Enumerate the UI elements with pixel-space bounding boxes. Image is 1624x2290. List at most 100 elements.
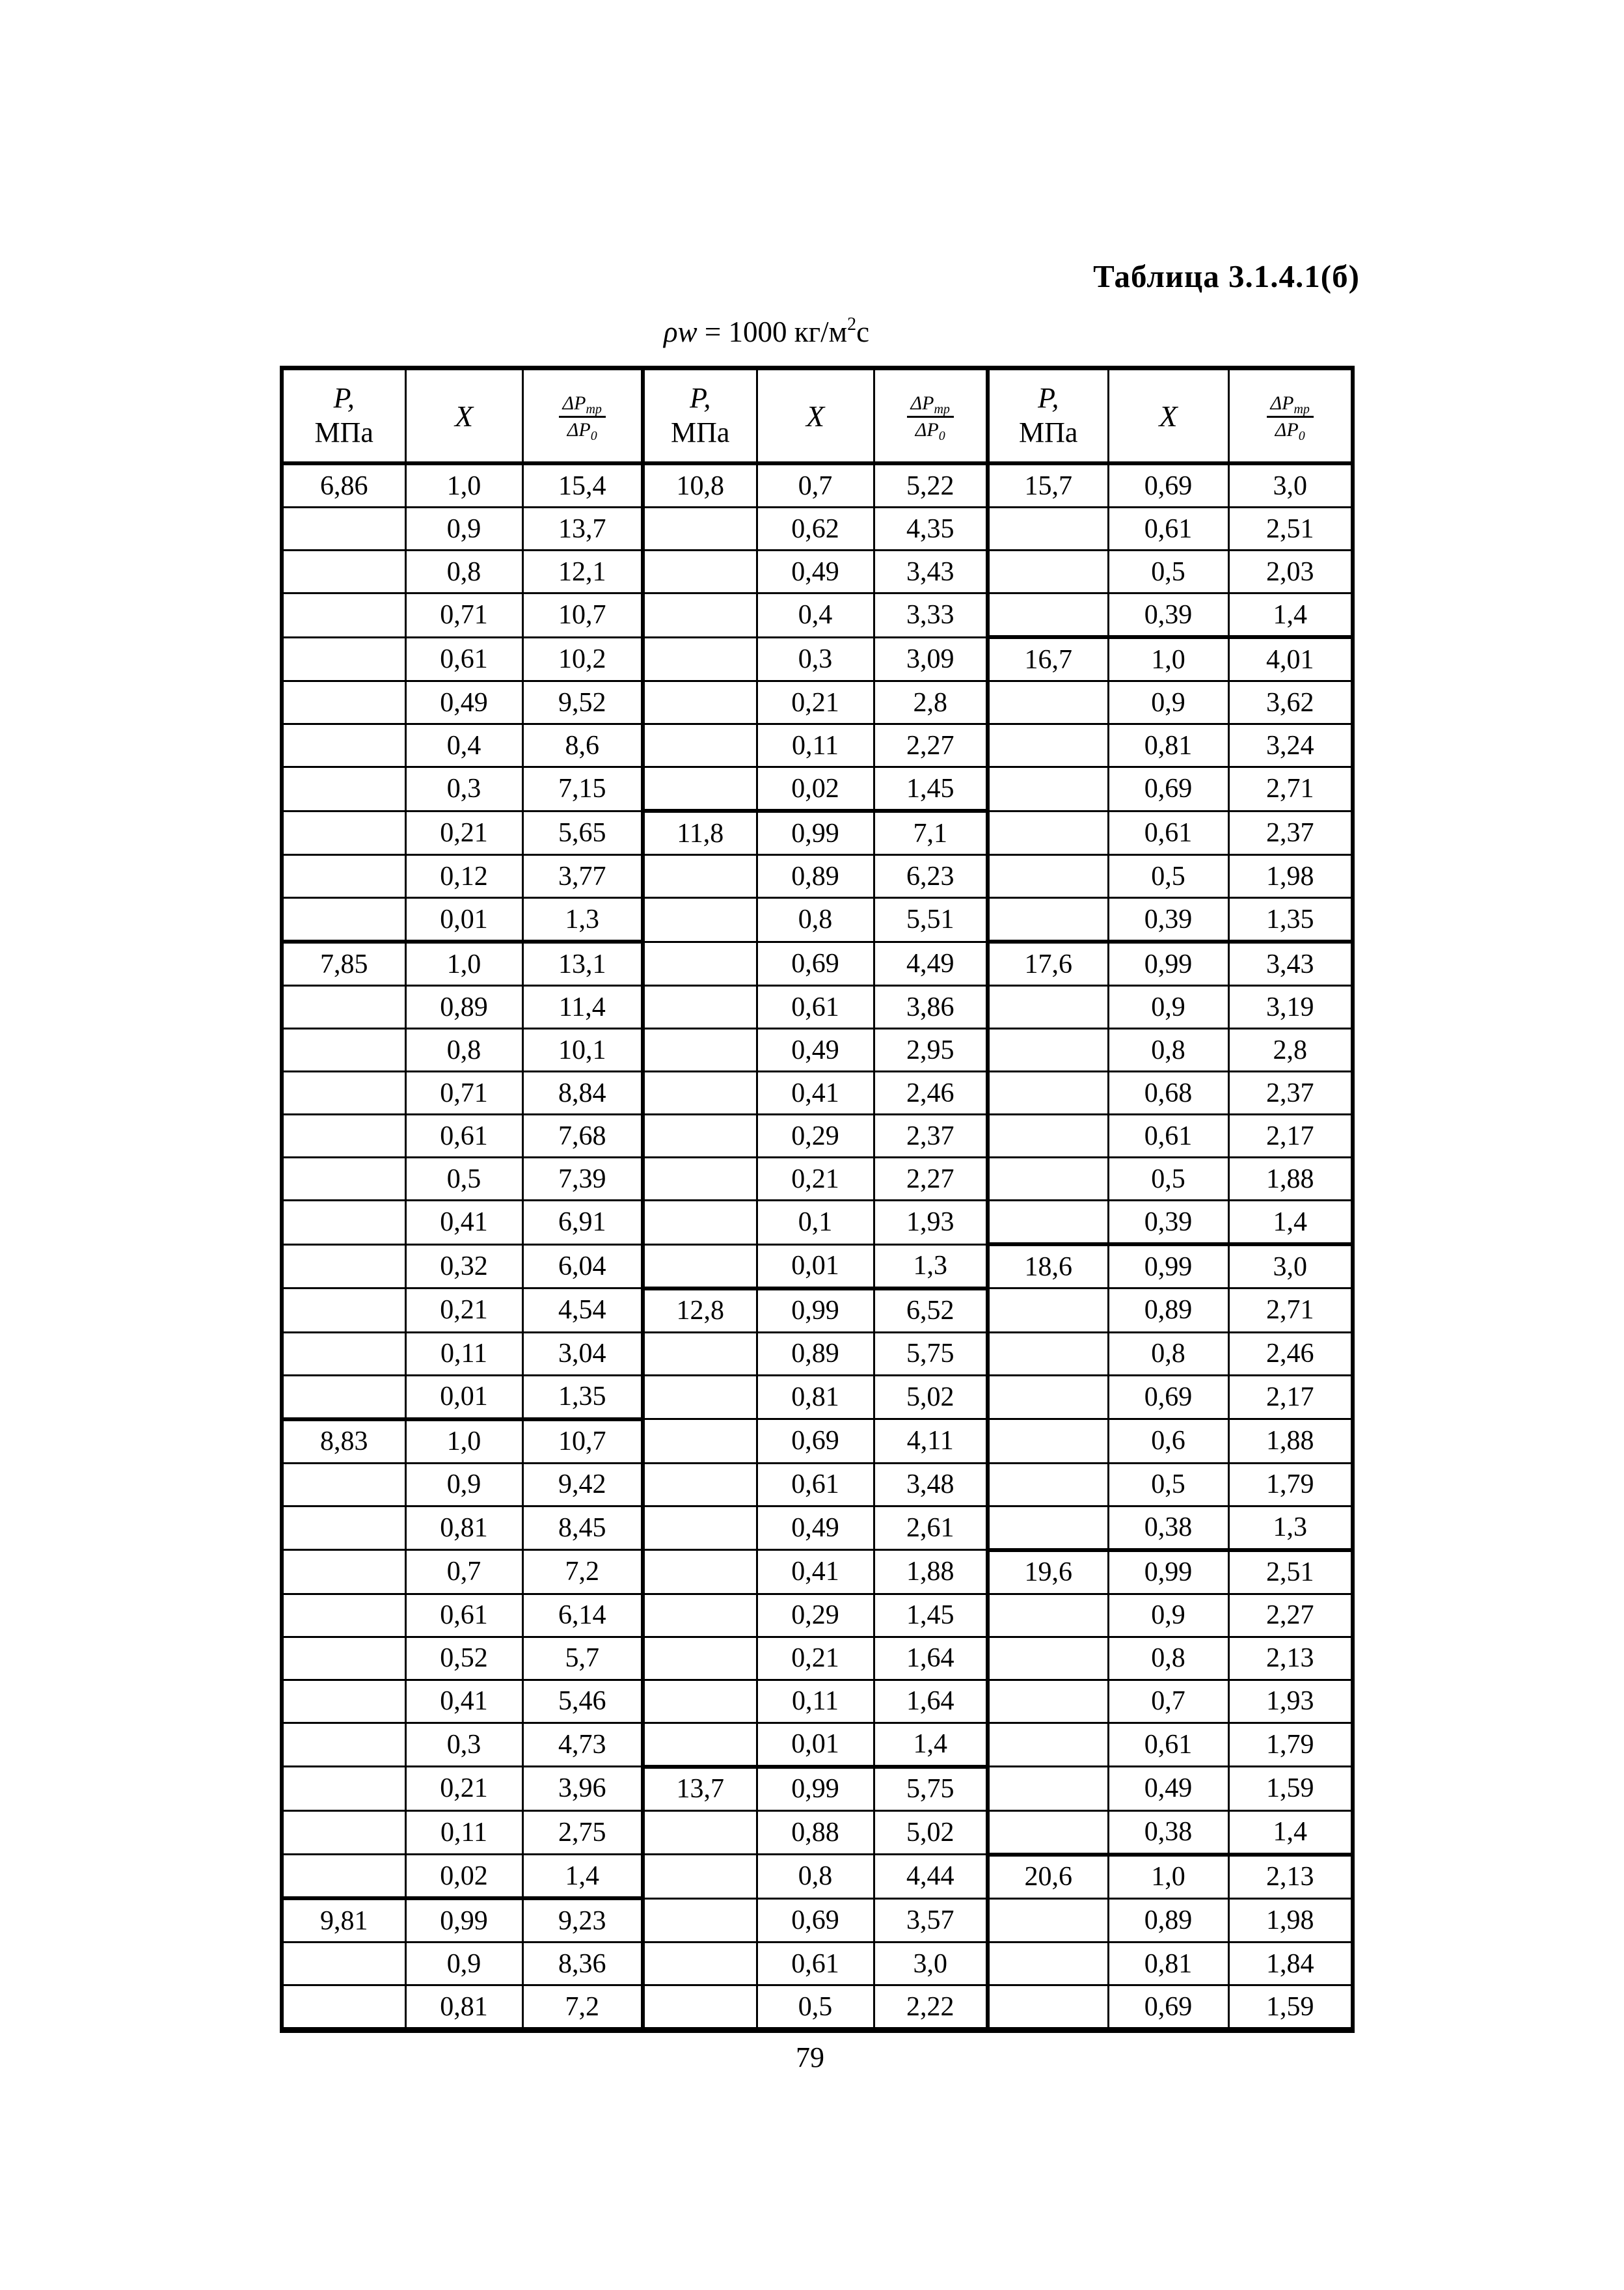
- table-row: 0,8 12,1 0,49 3,43 0,5 2,03: [280, 549, 1354, 594]
- pressure-value: [642, 1113, 758, 1158]
- pressure-value: [642, 1418, 758, 1464]
- dp-ratio-value: 5,46: [521, 1678, 645, 1724]
- pressure-value: 9,81: [280, 1896, 407, 1943]
- table-subtitle: ρw = 1000 кг/м2с: [664, 315, 869, 349]
- dp-ratio-value: 1,3: [1227, 1505, 1354, 1551]
- table-row: 0,21 5,65 11,8 0,99 7,1 0,61 2,37: [280, 809, 1354, 856]
- dp-ratio-value: 13,1: [521, 940, 645, 987]
- pressure-value: 15,7: [986, 462, 1109, 508]
- quality-value: 0,41: [755, 1549, 875, 1595]
- pressure-value: [986, 1113, 1109, 1158]
- dp-ratio-value: 8,36: [521, 1941, 645, 1986]
- quality-value: 0,5: [1107, 1462, 1230, 1507]
- dp-ratio-value: 9,52: [521, 680, 645, 725]
- dp-ratio-value: 3,0: [873, 1941, 990, 1986]
- dp-ratio-value: 3,62: [1227, 680, 1354, 725]
- quality-value: 0,39: [1107, 1199, 1230, 1246]
- dp-ratio-value: 1,88: [1227, 1418, 1354, 1464]
- table-row: 0,01 1,35 0,81 5,02 0,69 2,17: [280, 1374, 1354, 1420]
- quality-value: 0,99: [1107, 940, 1230, 987]
- pressure-value: [280, 1549, 407, 1595]
- subtitle-unit: с: [856, 316, 870, 348]
- dp-ratio-value: 4,44: [873, 1853, 990, 1900]
- dp-ratio-value: 1,4: [521, 1853, 645, 1900]
- dp-ratio-value: 5,7: [521, 1635, 645, 1681]
- quality-value: 0,8: [1107, 1635, 1230, 1681]
- pressure-value: [642, 1070, 758, 1115]
- pressure-value: 8,83: [280, 1417, 407, 1464]
- subtitle-equation: = 1000 кг/м: [697, 316, 848, 348]
- quality-value: 0,89: [755, 854, 875, 899]
- table-row: 0,8 10,1 0,49 2,95 0,8 2,8: [280, 1028, 1354, 1072]
- pressure-value: 10,8: [642, 462, 758, 508]
- table-row: 0,81 8,45 0,49 2,61 0,38 1,3: [280, 1505, 1354, 1551]
- pressure-value: [642, 1549, 758, 1595]
- table-row: 0,21 4,54 12,8 0,99 6,52 0,89 2,71: [280, 1286, 1354, 1333]
- pressure-value: [986, 1462, 1109, 1507]
- pressure-value: [642, 1505, 758, 1551]
- pressure-value: [986, 1374, 1109, 1420]
- table-row: 0,7 7,2 0,41 1,88 19,6 0,99 2,51: [280, 1547, 1354, 1595]
- dp-ratio-value: 6,91: [521, 1199, 645, 1246]
- dp-ratio-value: 1,98: [1227, 1897, 1354, 1943]
- pressure-value: 13,7: [642, 1764, 758, 1812]
- quality-value: 0,4: [404, 723, 524, 768]
- quality-value: 0,21: [404, 1287, 524, 1333]
- quality-value: 0,39: [1107, 592, 1230, 638]
- pressure-value: [642, 1897, 758, 1943]
- pressure-value: [642, 636, 758, 682]
- pressure-value: [986, 1984, 1109, 2031]
- pressure-value: [280, 1635, 407, 1681]
- dp-ratio-value: 1,3: [873, 1243, 990, 1289]
- delta-p-fraction: ΔPтр ΔP0: [906, 392, 954, 443]
- quality-value: 0,32: [404, 1243, 524, 1289]
- quality-value: 0,7: [1107, 1678, 1230, 1724]
- quality-value: 1,0: [404, 462, 524, 508]
- quality-value: 0,89: [404, 985, 524, 1029]
- pressure-value: [986, 549, 1109, 594]
- dp-ratio-value: 6,04: [521, 1243, 645, 1289]
- table-row: 0,11 3,04 0,89 5,75 0,8 2,46: [280, 1331, 1354, 1376]
- quality-value: 0,12: [404, 854, 524, 899]
- pressure-value: 20,6: [986, 1852, 1109, 1900]
- pressure-value: [280, 1374, 407, 1420]
- pressure-value: [642, 1941, 758, 1986]
- header-row: P, МПа X ΔPтр ΔP0 P, МПа X ΔPтр ΔP0: [280, 367, 1354, 465]
- quality-value: 0,3: [404, 1721, 524, 1767]
- dp-ratio-value: 5,02: [873, 1374, 990, 1420]
- pressure-value: [986, 1028, 1109, 1072]
- pressure-value: [642, 1592, 758, 1638]
- header-pressure-1: P, МПа: [280, 367, 407, 465]
- dp-ratio-value: 5,75: [873, 1764, 990, 1812]
- dp-ratio-value: 7,2: [521, 1984, 645, 2031]
- pressure-value: [280, 985, 407, 1029]
- dp-ratio-value: 7,68: [521, 1113, 645, 1158]
- dp-ratio-value: 5,65: [521, 810, 645, 856]
- quality-value: 0,29: [755, 1113, 875, 1158]
- quality-value: 0,49: [1107, 1765, 1230, 1812]
- dp-ratio-value: 10,2: [521, 636, 645, 682]
- quality-value: 0,38: [1107, 1809, 1230, 1855]
- quality-value: 0,02: [755, 766, 875, 812]
- table-row: 6,86 1,0 15,4 10,8 0,7 5,22 15,7 0,69 3,0: [280, 462, 1354, 508]
- header-pressure-2: P, МПа: [642, 367, 758, 465]
- pressure-value: [642, 1853, 758, 1900]
- dp-ratio-value: 3,33: [873, 592, 990, 638]
- quality-value: 0,61: [1107, 810, 1230, 856]
- dp-ratio-value: 2,51: [1227, 506, 1354, 551]
- dp-ratio-value: 10,7: [521, 592, 645, 638]
- quality-value: 0,11: [404, 1331, 524, 1376]
- pressure-value: [986, 985, 1109, 1029]
- table-row: 0,9 9,42 0,61 3,48 0,5 1,79: [280, 1462, 1354, 1507]
- pressure-value: [642, 1199, 758, 1246]
- quality-value: 0,5: [1107, 1156, 1230, 1201]
- pressure-value: [642, 854, 758, 899]
- pressure-value: [280, 636, 407, 682]
- quality-value: 0,99: [755, 809, 875, 856]
- pressure-value: 7,85: [280, 940, 407, 987]
- quality-value: 1,0: [1107, 1852, 1230, 1900]
- quality-value: 0,41: [404, 1199, 524, 1246]
- quality-value: 0,9: [404, 1941, 524, 1986]
- dp-ratio-value: 1,4: [1227, 1199, 1354, 1246]
- quality-value: 0,81: [404, 1505, 524, 1551]
